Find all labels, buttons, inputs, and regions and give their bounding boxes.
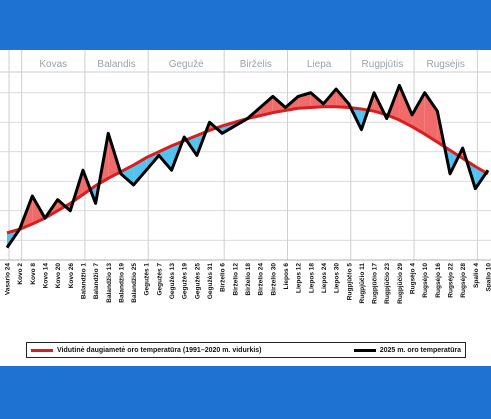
x-tick-label: Balandžio 7 bbox=[93, 263, 100, 300]
month-label: Rugpjūtis bbox=[362, 59, 404, 70]
x-tick-label: Balandžio 19 bbox=[118, 263, 125, 303]
x-tick-label: Vasario 24 bbox=[5, 263, 12, 296]
month-label: Rugsėjis bbox=[427, 59, 465, 70]
x-tick-label: Birželio 30 bbox=[270, 263, 277, 296]
x-tick-label: Rugsėjo 28 bbox=[460, 263, 467, 298]
x-tick-label: Gegužės 31 bbox=[207, 263, 214, 300]
above-normal-area bbox=[260, 96, 273, 116]
x-tick-label: Balandžio 1 bbox=[80, 263, 87, 300]
x-tick-label: Balandžio 13 bbox=[106, 263, 113, 303]
x-tick-label: Liepos 18 bbox=[308, 263, 315, 293]
x-tick-label: Spalio 4 bbox=[473, 263, 480, 288]
month-label: Liepa bbox=[307, 59, 332, 70]
legend-swatch-normal bbox=[31, 348, 53, 352]
chart-panel: Kovas Balandis Gegužė Birželis Liepa Rugpjūti… bbox=[0, 50, 491, 366]
x-tick-label: Rugpjūčio 23 bbox=[384, 263, 391, 304]
above-normal-area bbox=[412, 92, 425, 135]
x-tick-label: Kovo 14 bbox=[42, 263, 49, 289]
x-tick-label: Rugsėjo 22 bbox=[448, 263, 455, 298]
x-tick-label: Kovo 20 bbox=[55, 263, 62, 289]
x-tick-label: Rugsėjo 10 bbox=[422, 263, 429, 298]
x-tick-label: Liepos 12 bbox=[296, 263, 303, 293]
series-2025-line bbox=[5, 83, 490, 249]
x-tick-label: Birželio 6 bbox=[220, 263, 227, 292]
x-tick-label: Gegužės 19 bbox=[182, 263, 189, 300]
x-tick-label: Rugpjūčio 17 bbox=[372, 263, 379, 304]
temperature-chart: Kovas Balandis Gegužė Birželis Liepa Rugpjūti… bbox=[0, 50, 491, 304]
legend-item-normal: Vidutinė daugiametė oro temperatūra (199… bbox=[31, 347, 262, 354]
above-normal-area bbox=[424, 92, 438, 143]
month-label: Gegužė bbox=[169, 59, 204, 70]
legend: Vidutinė daugiametė oro temperatūra (199… bbox=[26, 342, 466, 358]
x-tick-label: Liepos 30 bbox=[334, 263, 341, 293]
x-tick-label: Balandžio 25 bbox=[131, 263, 138, 303]
x-tick-label: Kovo 8 bbox=[30, 263, 37, 285]
month-label: Birželis bbox=[240, 59, 272, 70]
legend-swatch-current bbox=[353, 348, 376, 352]
x-tick-label: Gegužės 1 bbox=[144, 263, 151, 296]
x-tick-label: Birželio 12 bbox=[232, 263, 239, 296]
month-label: Kovas bbox=[39, 59, 67, 70]
x-tick-label: Rugsėjo 16 bbox=[435, 263, 442, 298]
x-tick-label: Kovo 26 bbox=[68, 263, 75, 289]
below-normal-area bbox=[158, 145, 172, 171]
legend-label-current: 2025 m. oro temperatūra bbox=[379, 346, 461, 354]
x-tick-label: Gegužės 13 bbox=[169, 263, 176, 300]
x-tick-label: Rugsėjo 4 bbox=[410, 263, 417, 294]
x-tick-label: Birželio 24 bbox=[258, 263, 265, 296]
legend-label-normal: Vidutinė daugiametė oro temperatūra (199… bbox=[57, 346, 262, 354]
x-tick-label: Kovo 2 bbox=[17, 263, 24, 285]
x-tick-label: Rugpjūčio 5 bbox=[346, 263, 353, 301]
x-tick-label: Rugpjūčio 11 bbox=[359, 263, 366, 304]
legend-item-current: 2025 m. oro temperatūra bbox=[353, 346, 461, 354]
x-tick-label: Spalio 10 bbox=[486, 263, 491, 292]
x-tick-label: Gegužės 7 bbox=[156, 263, 163, 296]
below-normal-area bbox=[120, 165, 134, 185]
x-tick-label: Liepos 24 bbox=[321, 263, 328, 293]
x-tick-label: Rugpjūčio 29 bbox=[397, 263, 404, 304]
month-label: Balandis bbox=[97, 59, 135, 70]
x-tick-label: Birželio 18 bbox=[245, 263, 252, 296]
x-tick-label: Gegužės 25 bbox=[194, 263, 201, 300]
x-tick-label: Liepos 6 bbox=[283, 263, 290, 290]
